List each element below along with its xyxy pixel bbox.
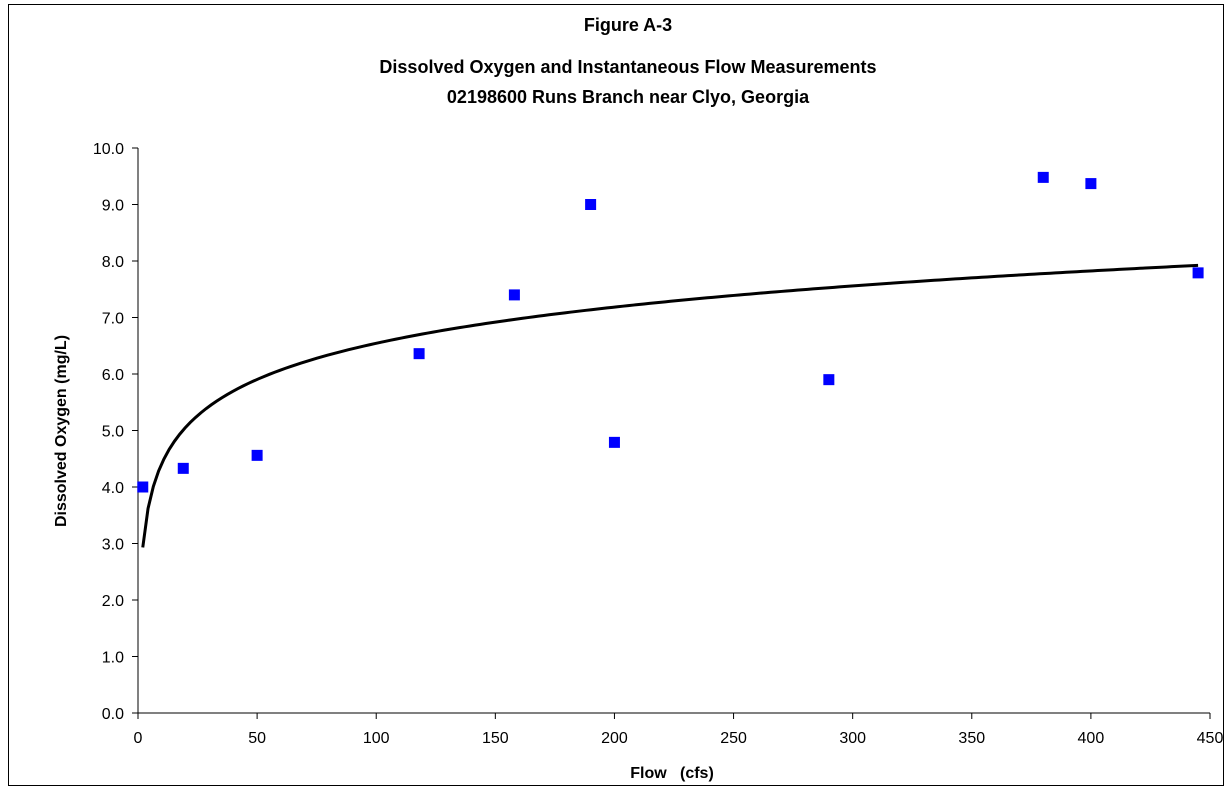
data-point xyxy=(413,348,425,360)
y-tick-label: 8.0 xyxy=(102,254,124,271)
x-axis-label: Flow (cfs) xyxy=(630,765,714,782)
trendline xyxy=(141,263,1199,548)
data-point xyxy=(1085,178,1097,190)
data-point xyxy=(608,436,620,448)
x-tick-label: 400 xyxy=(1078,730,1105,747)
y-axis-label: Dissolved Oxygen (mg/L) xyxy=(53,335,70,527)
chart-title-line-2: Dissolved Oxygen and Instantaneous Flow … xyxy=(379,57,876,77)
x-tick-label: 450 xyxy=(1197,730,1224,747)
y-tick-label: 5.0 xyxy=(102,424,124,441)
x-tick-label: 0 xyxy=(134,730,143,747)
x-tick-label: 100 xyxy=(363,730,390,747)
x-tick-label: 50 xyxy=(248,730,266,747)
data-point xyxy=(177,462,189,474)
x-tick-label: 150 xyxy=(482,730,509,747)
y-tick-label: 2.0 xyxy=(102,593,124,610)
chart-title-line-3: 02198600 Runs Branch near Clyo, Georgia xyxy=(447,87,810,107)
data-point xyxy=(1192,267,1204,279)
plot-area: 0.0 1.0 2.0 3.0 4.0 5.0 6.0 7.0 8.0 9.0 10.0 0 50 100… xyxy=(93,141,1224,747)
data-point xyxy=(823,374,835,386)
x-tick-label: 200 xyxy=(601,730,628,747)
data-point xyxy=(251,449,263,461)
chart-frame xyxy=(8,4,1224,786)
y-tick-label: 7.0 xyxy=(102,311,124,328)
y-tick-label: 0.0 xyxy=(102,706,124,723)
data-point xyxy=(1037,171,1049,183)
y-tick-label: 9.0 xyxy=(102,198,124,215)
x-tick-label: 350 xyxy=(958,730,985,747)
y-tick-label: 10.0 xyxy=(93,141,124,158)
y-tick-label: 1.0 xyxy=(102,650,124,667)
chart-title: Figure A-3 Dissolved Oxygen and Instanta… xyxy=(379,15,876,107)
y-tick-label: 4.0 xyxy=(102,480,124,497)
y-tick-label: 6.0 xyxy=(102,367,124,384)
x-tick-label: 250 xyxy=(720,730,747,747)
x-tick-label: 300 xyxy=(839,730,866,747)
data-point xyxy=(508,289,520,301)
data-point xyxy=(585,199,597,210)
data-point xyxy=(137,481,149,493)
chart-title-line-1: Figure A-3 xyxy=(584,15,672,35)
y-tick-label: 3.0 xyxy=(102,537,124,554)
